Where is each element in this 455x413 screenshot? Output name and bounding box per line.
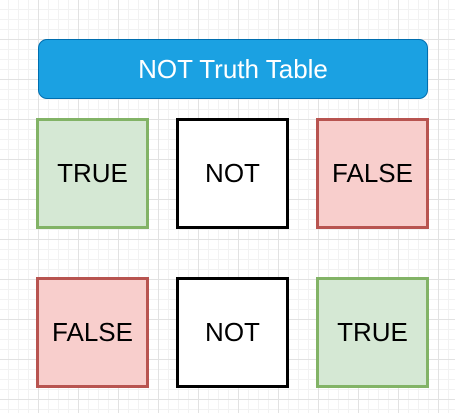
row2-output-box: TRUE — [316, 277, 429, 388]
row2-output-label: TRUE — [337, 317, 408, 347]
title-label: NOT Truth Table — [138, 53, 328, 84]
row2-not-operator-box: NOT — [176, 277, 289, 388]
title-box: NOT Truth Table — [38, 39, 428, 99]
row1-input-label: TRUE — [57, 158, 128, 188]
row2-input-box: FALSE — [36, 277, 149, 388]
row2-input-label: FALSE — [52, 317, 133, 347]
row1-input-box: TRUE — [36, 118, 149, 229]
row1-operator-label: NOT — [205, 158, 260, 188]
row2-operator-label: NOT — [205, 317, 260, 347]
row1-output-box: FALSE — [316, 118, 429, 229]
row1-output-label: FALSE — [332, 158, 413, 188]
row1-not-operator-box: NOT — [176, 118, 289, 229]
